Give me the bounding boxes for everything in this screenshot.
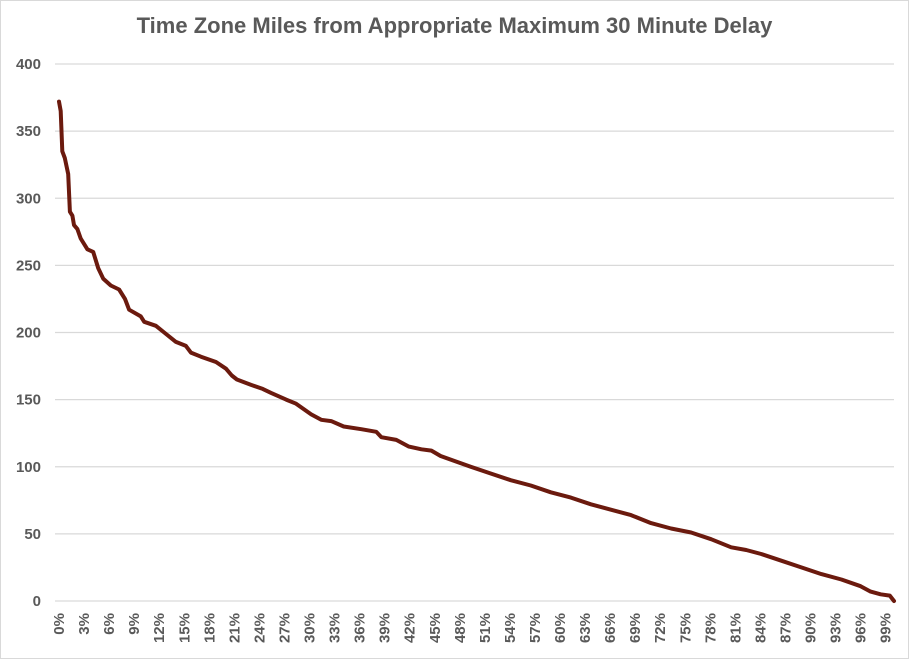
- x-tick-label: 87%: [777, 613, 794, 643]
- x-tick-label: 90%: [803, 613, 820, 643]
- y-tick-label: 300: [16, 190, 41, 207]
- x-tick-label: 24%: [251, 613, 268, 643]
- data-line: [57, 99, 896, 603]
- x-tick-label: 12%: [151, 613, 168, 643]
- x-tick-label: 42%: [402, 613, 419, 643]
- y-tick-label: 250: [16, 257, 41, 274]
- y-tick-label: 400: [16, 56, 41, 73]
- x-tick-label: 93%: [828, 613, 845, 643]
- x-tick-label: 51%: [477, 613, 494, 643]
- x-tick-label: 3%: [76, 613, 93, 635]
- x-tick-label: 81%: [727, 613, 744, 643]
- y-tick-label: 200: [16, 325, 41, 342]
- x-tick-label: 48%: [452, 613, 469, 643]
- x-tick-label: 33%: [327, 613, 344, 643]
- x-tick-label: 21%: [226, 613, 243, 643]
- x-tick-label: 84%: [752, 613, 769, 643]
- y-tick-label: 0: [33, 593, 41, 610]
- x-tick-label: 72%: [652, 613, 669, 643]
- x-tick-label: 45%: [427, 613, 444, 643]
- x-tick-label: 96%: [853, 613, 870, 643]
- x-tick-label: 6%: [101, 613, 118, 635]
- x-tick-label: 75%: [677, 613, 694, 643]
- x-tick-label: 27%: [276, 613, 293, 643]
- x-tick-label: 54%: [502, 613, 519, 643]
- x-tick-label: 57%: [527, 613, 544, 643]
- x-tick-label: 30%: [302, 613, 319, 643]
- chart-title: Time Zone Miles from Appropriate Maximum…: [136, 13, 773, 38]
- x-tick-label: 69%: [627, 613, 644, 643]
- x-tick-label: 36%: [352, 613, 369, 643]
- x-tick-label: 99%: [878, 613, 895, 643]
- x-tick-label: 9%: [126, 613, 143, 635]
- x-tick-label: 15%: [176, 613, 193, 643]
- x-tick-label: 66%: [602, 613, 619, 643]
- y-tick-label: 350: [16, 123, 41, 140]
- x-tick-label: 0%: [51, 613, 68, 635]
- y-tick-label: 100: [16, 459, 41, 476]
- x-tick-label: 18%: [201, 613, 218, 643]
- x-tick-label: 78%: [702, 613, 719, 643]
- x-tick-label: 39%: [377, 613, 394, 643]
- x-tick-label: 63%: [577, 613, 594, 643]
- y-tick-label: 50: [24, 526, 41, 543]
- y-tick-label: 150: [16, 392, 41, 409]
- x-tick-label: 60%: [552, 613, 569, 643]
